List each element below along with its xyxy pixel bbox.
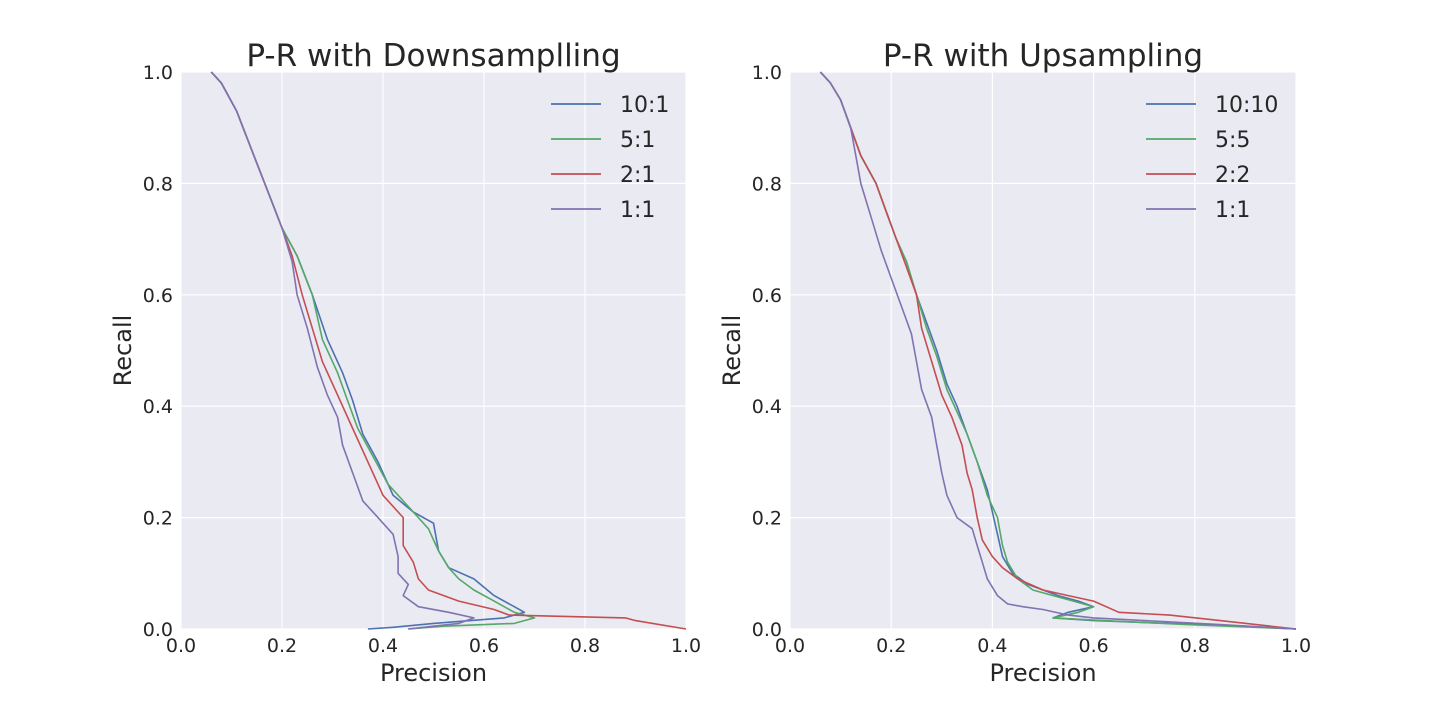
- y-axis-label: Recall: [109, 315, 137, 387]
- series-line-2-2: [819, 71, 1297, 630]
- legend-label: 5:1: [620, 128, 655, 153]
- legend-label: 2:1: [620, 163, 655, 188]
- y-tick-label: 0.4: [143, 396, 173, 418]
- x-tick-label: 1.0: [1281, 635, 1311, 657]
- legend-label: 10:10: [1215, 93, 1278, 118]
- y-tick-label: 0.6: [752, 285, 782, 307]
- y-tick-label: 0.6: [143, 285, 173, 307]
- x-tick-label: 0.6: [1078, 635, 1108, 657]
- x-tick-label: 0.6: [469, 635, 499, 657]
- y-tick-label: 0.2: [752, 508, 782, 530]
- y-tick-label: 1.0: [143, 62, 173, 84]
- y-axis-label: Recall: [718, 315, 746, 387]
- x-axis-label: Precision: [380, 659, 487, 687]
- legend: 10:1 5:1 2:1 1:1: [551, 93, 669, 223]
- x-tick-label: 0.4: [977, 635, 1007, 657]
- x-tick-label: 0.0: [166, 635, 196, 657]
- y-tick-label: 0.0: [143, 619, 173, 641]
- legend-label: 1:1: [620, 198, 655, 223]
- y-tick-label: 0.0: [752, 619, 782, 641]
- legend-label: 5:5: [1215, 128, 1250, 153]
- y-tick-label: 0.4: [752, 396, 782, 418]
- x-tick-label: 0.0: [775, 635, 805, 657]
- x-tick-label: 0.2: [876, 635, 906, 657]
- chart-title: P-R with Upsampling: [883, 38, 1203, 74]
- legend: 10:10 5:5 2:2 1:1: [1146, 93, 1278, 223]
- x-tick-label: 0.8: [570, 635, 600, 657]
- legend-label: 10:1: [620, 93, 669, 118]
- x-tick-label: 0.2: [267, 635, 297, 657]
- plot-background: [790, 72, 1296, 629]
- legend-label: 2:2: [1215, 163, 1250, 188]
- chart-title: P-R with Downsamplling: [246, 38, 620, 74]
- legend-label: 1:1: [1215, 198, 1250, 223]
- y-tick-label: 0.2: [143, 508, 173, 530]
- series-line-1-1: [819, 71, 1297, 630]
- x-axis-label: Precision: [989, 659, 1096, 687]
- plot-background: [181, 72, 686, 629]
- chart-panel-2: 0.0 0.2 0.4 0.6 0.8 1.0 0.0 0.2 0.4 0.6 0.8 1.0 P-R …: [718, 38, 1311, 687]
- y-tick-label: 0.8: [752, 173, 782, 195]
- y-tick-label: 0.8: [143, 173, 173, 195]
- x-tick-label: 0.4: [368, 635, 398, 657]
- x-tick-label: 1.0: [671, 635, 701, 657]
- chart-panel-1: 0.0 0.2 0.4 0.6 0.8 1.0 0.0 0.2 0.4 0.6 0.8 1.0 P-R …: [109, 38, 701, 687]
- series-line-1-1: [210, 71, 475, 630]
- x-tick-label: 0.8: [1180, 635, 1210, 657]
- y-tick-label: 1.0: [752, 62, 782, 84]
